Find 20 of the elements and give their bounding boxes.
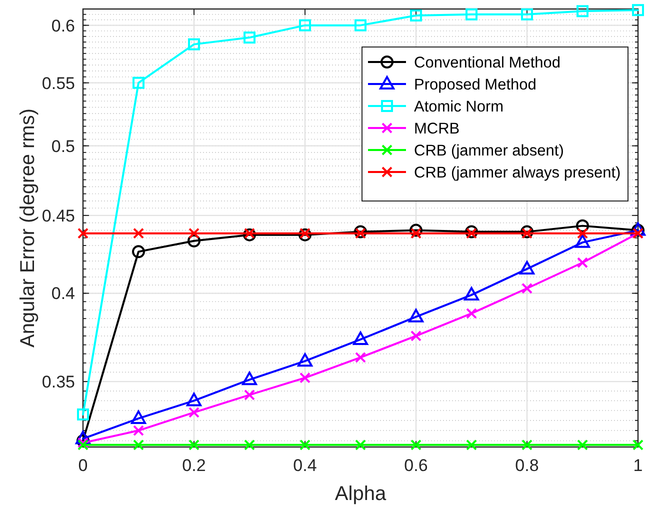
x-axis-title: Alpha (334, 483, 387, 505)
y-tick-label: 0.4 (51, 284, 75, 304)
y-tick-label: 0.5 (51, 136, 75, 156)
legend-label: Conventional Method (414, 54, 560, 72)
legend-label: CRB (jammer absent) (414, 142, 564, 160)
x-tick-label: 1 (633, 456, 643, 475)
legend-label: CRB (jammer always present) (414, 164, 621, 182)
x-tick-label: 0 (78, 456, 88, 475)
y-tick-label: 0.35 (42, 372, 75, 392)
y-axis-title: Angular Error (degree rms) (17, 108, 39, 348)
x-tick-label: 0.2 (182, 456, 206, 475)
x-tick-label: 0.6 (404, 456, 428, 475)
y-tick-label: 0.45 (42, 206, 75, 226)
x-tick-label: 0.4 (293, 456, 317, 475)
legend-label: Proposed Method (414, 76, 536, 94)
legend-label: Atomic Norm (414, 98, 504, 116)
y-tick-label: 0.55 (42, 74, 75, 93)
x-tick-label: 0.8 (515, 456, 539, 475)
legend-label: MCRB (414, 120, 460, 138)
y-tick-label: 0.6 (51, 16, 75, 36)
